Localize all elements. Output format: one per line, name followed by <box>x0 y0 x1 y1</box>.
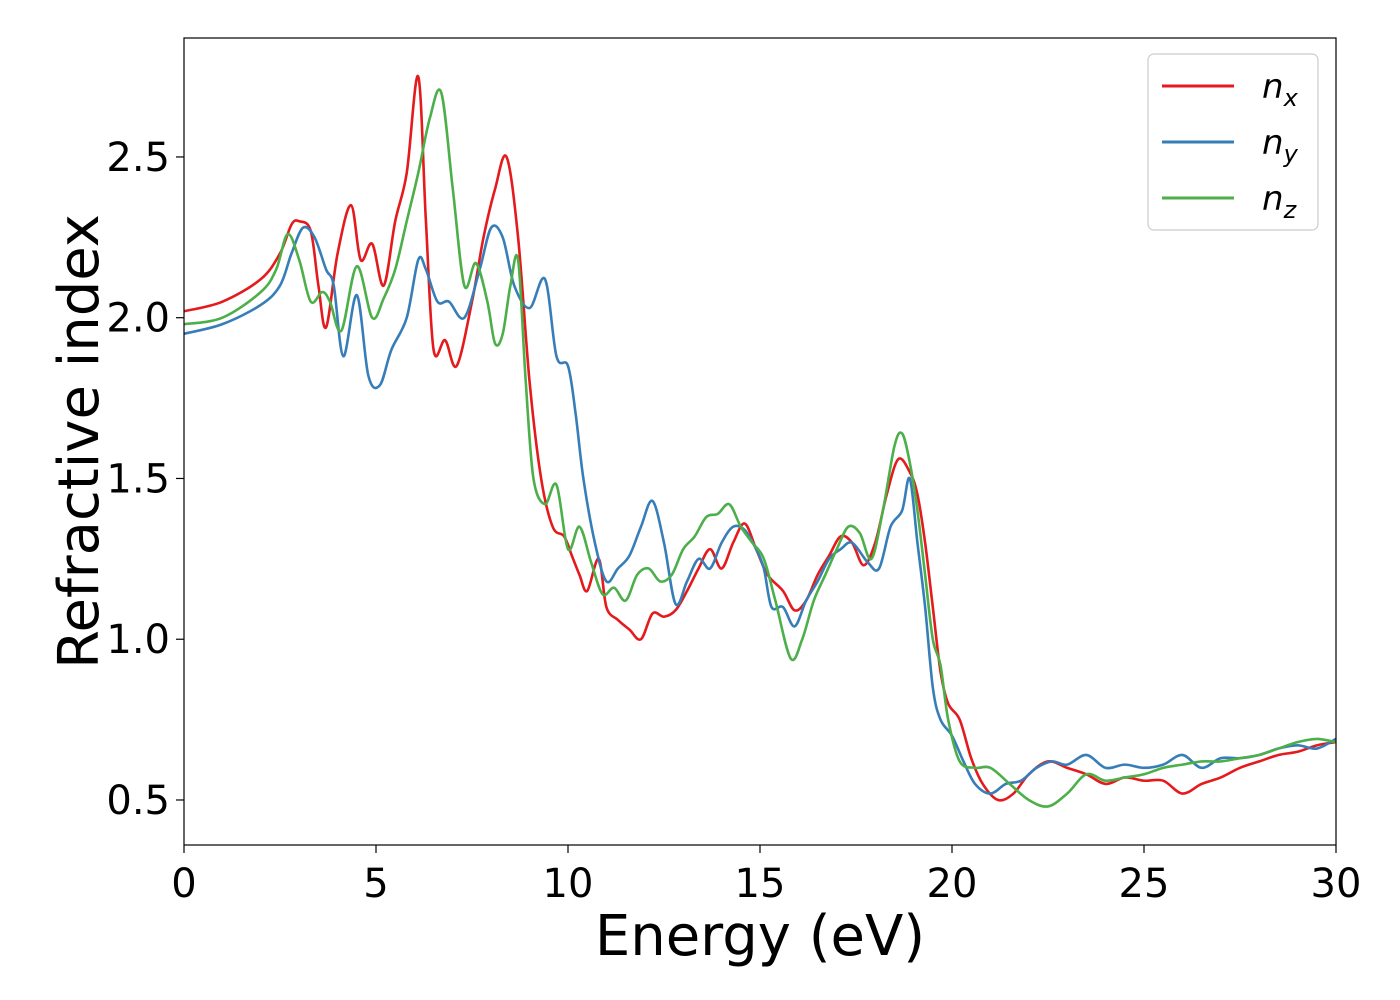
x-tick-label: 30 <box>1311 861 1362 907</box>
x-tick-label: 5 <box>363 861 388 907</box>
y-tick-label: 0.5 <box>106 778 170 824</box>
legend-label-subscript: x <box>1283 84 1299 112</box>
y-axis: 0.5 1.0 1.5 2.0 2.5 <box>106 135 184 824</box>
y-tick-label: 2.0 <box>106 296 170 342</box>
series-layer <box>184 75 1336 808</box>
legend-label-subscript: y <box>1283 140 1299 168</box>
legend-label-x: nx <box>1262 67 1299 112</box>
legend-label-base: n <box>1262 179 1284 219</box>
x-axis-title: Energy (eV) <box>595 904 925 969</box>
x-tick-label: 0 <box>171 861 196 907</box>
legend-label-base: n <box>1262 123 1284 163</box>
x-tick-label: 15 <box>735 861 786 907</box>
x-tick-label: 25 <box>1119 861 1170 907</box>
x-tick-label: 10 <box>543 861 594 907</box>
legend-label-base: n <box>1262 67 1284 107</box>
x-tick-label: 20 <box>927 861 978 907</box>
y-tick-label: 1.0 <box>106 617 170 663</box>
series-line-y <box>184 224 1336 795</box>
y-tick-label: 2.5 <box>106 135 170 181</box>
x-axis: 0 5 10 15 20 25 30 <box>171 845 1361 907</box>
series-line-z <box>184 88 1336 808</box>
legend-label-subscript: z <box>1283 196 1298 224</box>
legend-label-y: ny <box>1262 123 1299 168</box>
y-tick-label: 1.5 <box>106 456 170 502</box>
legend-label-z: nz <box>1262 179 1298 224</box>
y-axis-title: Refractive index <box>47 214 112 669</box>
